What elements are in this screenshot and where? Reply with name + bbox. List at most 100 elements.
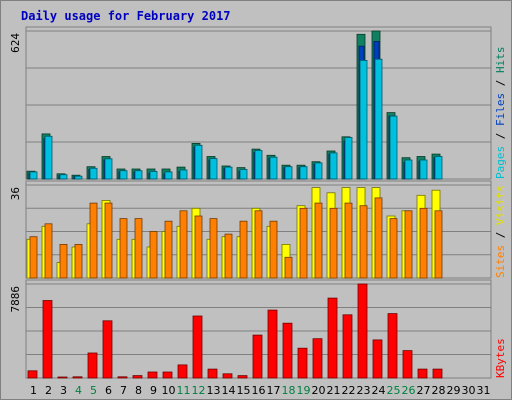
x-tick-label-day-26: 26 [402,384,416,397]
bar-kbytes-day-19 [297,347,308,379]
x-tick-label-day-9: 9 [150,384,157,397]
bar-pages-day-3 [59,174,68,180]
x-tick-label-day-7: 7 [120,384,127,397]
bar-sites-day-20 [314,202,323,279]
bar-pages-day-5 [89,167,98,180]
x-tick-label-day-29: 29 [447,384,461,397]
bar-kbytes-day-1 [27,370,38,379]
bar-sites-day-16 [254,210,263,279]
bar-pages-day-10 [164,171,173,180]
bar-sites-day-13 [209,218,218,279]
bar-kbytes-day-2 [42,300,53,379]
bar-kbytes-day-21 [327,297,338,379]
bar-pages-day-26 [404,159,413,180]
panel-middle-max-label: 36 [9,187,22,200]
x-tick-label-day-25: 25 [387,384,401,397]
chart-panels: 624 Pages / Files / Hits 36 Sites / Visits 7… [9,26,507,379]
bar-sites-day-10 [164,220,173,279]
x-tick-label-day-15: 15 [237,384,251,397]
x-tick-label-day-3: 3 [60,384,67,397]
bar-kbytes-day-16 [252,334,263,379]
side-label-separator: / [494,225,507,245]
bar-pages-day-17 [269,156,278,180]
x-tick-label-day-4: 4 [75,384,82,397]
side-label-sites: Sites [494,245,507,278]
bar-kbytes-day-14 [222,373,233,379]
bar-sites-day-26 [404,210,413,279]
bar-kbytes-day-26 [402,350,413,379]
x-tick-label-day-1: 1 [30,384,37,397]
bar-pages-day-25 [389,115,398,180]
bar-pages-day-23 [359,60,368,180]
bar-sites-day-12 [194,215,203,279]
bar-sites-day-22 [344,202,353,279]
bar-pages-day-9 [149,170,158,180]
x-tick-label-day-24: 24 [372,384,386,397]
x-tick-label-day-21: 21 [327,384,341,397]
bar-pages-day-21 [329,152,338,180]
x-tick-label-day-28: 28 [432,384,446,397]
bar-kbytes-day-25 [387,313,398,379]
side-label-pages: Pages [494,146,507,179]
bar-pages-day-11 [179,169,188,180]
x-tick-label-day-13: 13 [207,384,221,397]
x-tick-label-day-30: 30 [462,384,476,397]
panel-top-max-label: 624 [9,33,22,53]
chart-title: Daily usage for February 2017 [21,9,231,23]
x-axis-labels: 1 2 3 4 5 6 7 8 9 10 11 12 13 14 15 16 17 18 19 20 21 22 23 24 2… [30,384,491,397]
x-tick-label-day-20: 20 [312,384,326,397]
bar-sites-day-8 [134,218,143,279]
bar-pages-day-16 [254,150,263,180]
bar-kbytes-day-5 [87,352,98,379]
bar-pages-day-8 [134,170,143,180]
bar-pages-day-20 [314,162,323,180]
x-tick-label-day-14: 14 [222,384,236,397]
bar-sites-day-19 [299,207,308,279]
bar-sites-day-4 [74,243,83,279]
bar-sites-day-1 [29,236,38,279]
bar-pages-day-19 [299,166,308,180]
bar-sites-day-11 [179,210,188,279]
x-tick-label-day-22: 22 [342,384,356,397]
panel-bottom-max-label: 7886 [9,286,22,313]
x-tick-label-day-11: 11 [177,384,191,397]
x-tick-label-day-27: 27 [417,384,431,397]
bar-kbytes-day-8 [132,375,143,379]
bar-pages-day-4 [74,175,83,180]
bar-pages-day-22 [344,137,353,180]
panel-top-side-labels: Pages / Files / Hits [494,47,507,180]
bar-sites-day-9 [149,231,158,279]
bar-sites-day-18 [284,256,293,279]
bar-sites-day-27 [419,207,428,279]
side-label-separator: / [494,126,507,146]
panel-bottom: 7886 KBytes [9,279,507,379]
bar-pages-day-6 [104,158,113,180]
bar-pages-day-18 [284,166,293,180]
x-tick-label-day-31: 31 [477,384,491,397]
bar-sites-day-3 [59,243,68,279]
bar-kbytes-day-7 [117,376,128,379]
bar-kbytes-day-18 [282,322,293,379]
bar-kbytes-day-24 [372,339,383,379]
bar-pages-day-13 [209,158,218,180]
bar-kbytes-day-3 [57,376,68,379]
bar-kbytes-day-17 [267,309,278,379]
x-tick-label-day-16: 16 [252,384,266,397]
side-label-visits: Visits [494,185,507,225]
bar-kbytes-day-12 [192,315,203,379]
bar-pages-day-15 [239,169,248,180]
x-tick-label-day-23: 23 [357,384,371,397]
x-tick-label-day-5: 5 [90,384,97,397]
bar-kbytes-day-13 [207,368,218,379]
bar-sites-day-24 [374,197,383,279]
bar-sites-day-15 [239,220,248,279]
bar-pages-day-2 [44,135,53,180]
bar-pages-day-14 [224,166,233,180]
x-tick-label-day-19: 19 [297,384,311,397]
panel-middle: 36 Sites / Visits [9,180,507,279]
bar-kbytes-day-22 [342,314,353,379]
bar-kbytes-day-6 [102,320,113,379]
bar-pages-day-24 [374,58,383,180]
bar-kbytes-day-27 [417,368,428,379]
